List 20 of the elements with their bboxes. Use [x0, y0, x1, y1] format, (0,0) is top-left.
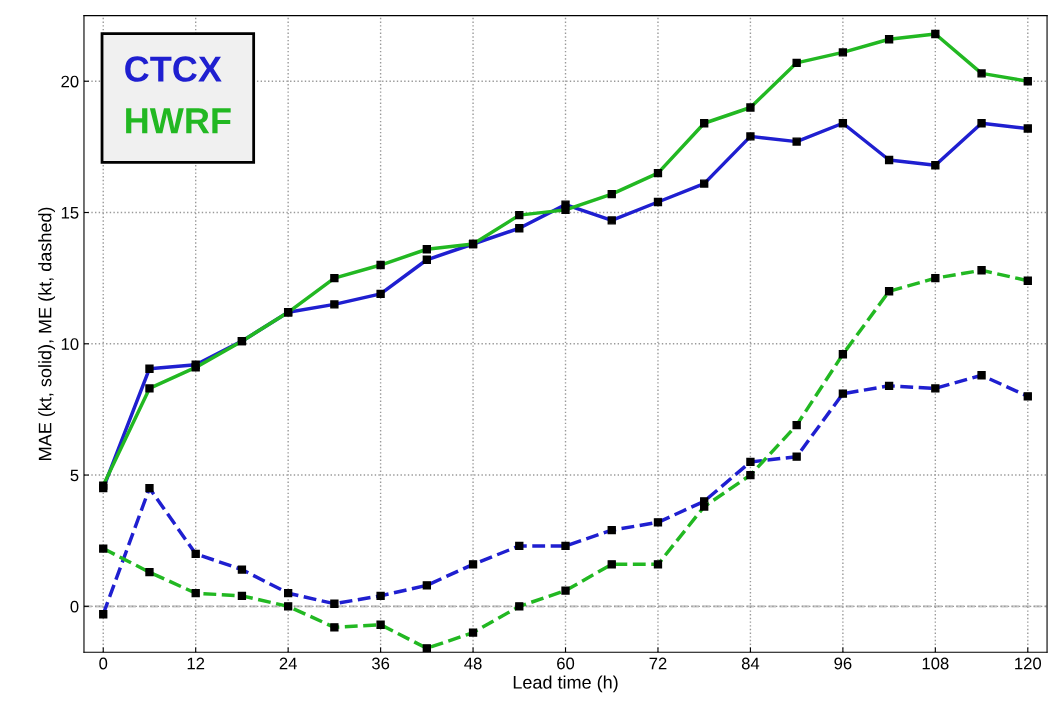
- y-tick-label: 20: [61, 75, 79, 88]
- x-tick-label: 60: [557, 657, 575, 670]
- x-tick-label: 24: [279, 657, 297, 670]
- x-tick-label: 84: [741, 657, 760, 670]
- x-tick-label: 48: [464, 657, 482, 670]
- x-tick-label: 72: [649, 657, 667, 670]
- x-axis-title: Lead time (h): [513, 675, 618, 693]
- x-tick-label: 96: [834, 657, 852, 670]
- text: CTCX: [125, 56, 222, 82]
- y-tick-label: 10: [61, 338, 79, 350]
- x-tick-label: 120: [1015, 657, 1042, 670]
- x-tick-label: 108: [922, 657, 949, 670]
- y-tick-label: 0: [70, 600, 79, 613]
- x-tick-label: 0: [99, 657, 108, 670]
- x-tick-label: 12: [187, 657, 205, 670]
- y-axis-title: MAE (kt, solid), ME (kt, dashed): [38, 207, 56, 460]
- text: HWRF: [126, 108, 231, 134]
- x-tick-label: 36: [371, 657, 390, 670]
- y-tick-label: 5: [70, 469, 79, 482]
- y-tick-label: 15: [61, 207, 79, 219]
